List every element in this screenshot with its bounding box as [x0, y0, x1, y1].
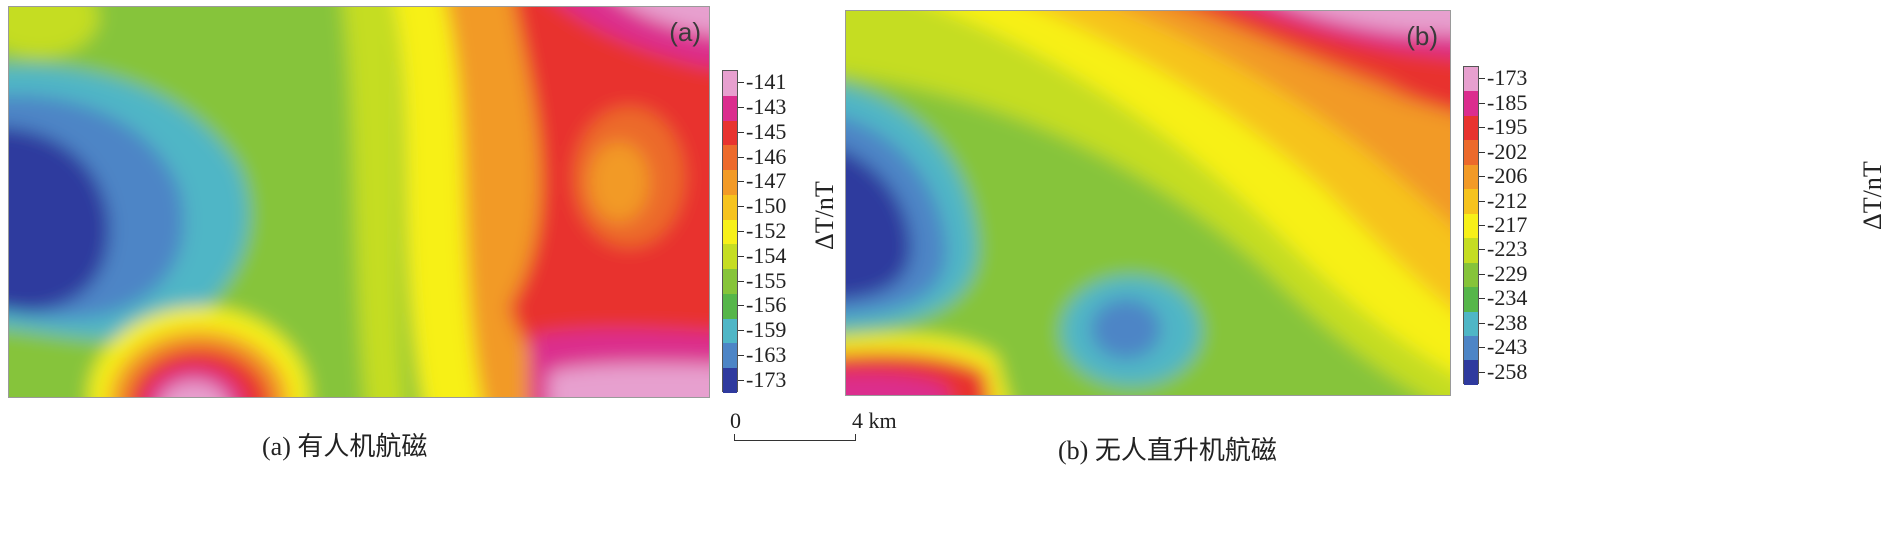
colorbar-tick-label: -156: [746, 292, 787, 318]
colorbar-tick-label: -163: [746, 341, 787, 367]
colorbar-tick-label: -195: [1487, 114, 1528, 140]
colorbar-swatch: [1464, 311, 1478, 336]
colorbar-tick-label: -145: [746, 118, 787, 144]
colorbar-swatch: [1464, 238, 1478, 263]
colorbar-title-b: ΔT/nT: [1858, 161, 1887, 230]
caption-b: (b) 无人直升机航磁: [1058, 436, 1277, 465]
colorbar-swatch: [723, 318, 737, 344]
colorbar-swatch: [1464, 287, 1478, 312]
colorbar-swatch: [723, 120, 737, 146]
colorbar-tick-label: -238: [1487, 309, 1528, 335]
anomaly-map-a: (a): [8, 6, 710, 398]
colorbar-tick-mark: [738, 255, 744, 257]
heatmap-a: [9, 7, 709, 397]
colorbar-swatch: [723, 293, 737, 319]
colorbar-tick-mark: [738, 330, 744, 332]
colorbar-tick-mark: [1479, 200, 1485, 202]
colorbar-swatch: [1464, 189, 1478, 214]
colorbar-tick-mark: [1479, 249, 1485, 251]
scale-start-label: 0: [730, 408, 741, 433]
colorbar-tick-label: -202: [1487, 138, 1528, 164]
colorbar-tick-mark: [738, 107, 744, 109]
colorbar-tick-label: -234: [1487, 285, 1528, 311]
scale-tick-left: [734, 434, 735, 441]
colorbar-swatch: [723, 343, 737, 369]
colorbar-tick-mark: [738, 354, 744, 356]
colorbar-tick-label: -217: [1487, 212, 1528, 237]
colorbar-tick-label: -206: [1487, 163, 1528, 189]
colorbar-tick-label: -185: [1487, 89, 1528, 115]
colorbar-title-a: ΔT/nT: [810, 181, 839, 250]
colorbar-tick-mark: [1479, 371, 1485, 373]
colorbar-tick-mark: [1479, 298, 1485, 300]
colorbar-tick-label: -147: [746, 168, 787, 194]
colorbar-tick-mark: [1479, 273, 1485, 275]
colorbar-swatch: [1464, 140, 1478, 165]
colorbar-tick-label: -143: [746, 94, 787, 120]
scale-tick-right: [855, 434, 856, 441]
colorbar-swatch: [1464, 262, 1478, 288]
colorbar-tick-mark: [1479, 225, 1485, 226]
colorbar-tick-mark: [738, 305, 744, 307]
colorbar-swatch: [723, 145, 737, 171]
colorbar-tick-label: -146: [746, 143, 787, 169]
colorbar-tick-label: -229: [1487, 260, 1528, 286]
colorbar-swatch: [1464, 335, 1478, 361]
scale-line: [734, 440, 856, 441]
colorbar-tick-label: -212: [1487, 187, 1528, 213]
colorbar-tick-label: -150: [746, 193, 787, 219]
scale-bar: 0 4 km: [730, 408, 914, 448]
colorbar-tick-mark: [1479, 347, 1485, 349]
panel-label-a: (a): [669, 17, 701, 47]
colorbar-tick-label: -173: [746, 366, 787, 392]
colorbar-tick-mark: [738, 156, 744, 158]
colorbar-swatch: [1464, 67, 1478, 92]
colorbar-swatch: [1464, 360, 1478, 385]
colorbar-tick-label: -152: [746, 218, 787, 243]
colorbar-tick-label: -159: [746, 317, 787, 343]
colorbar-tick-label: -155: [746, 267, 787, 293]
colorbar-tick-mark: [1479, 176, 1485, 178]
colorbar-tick-mark: [1479, 102, 1485, 104]
colorbar-swatch: [1464, 164, 1478, 190]
scale-end-label: 4 km: [852, 408, 897, 433]
colorbar-tick-mark: [1479, 127, 1485, 129]
colorbar-tick-mark: [738, 231, 744, 232]
colorbar-tick-label: -154: [746, 242, 787, 268]
colorbar-tick-mark: [738, 82, 744, 84]
colorbar-swatch: [1464, 91, 1478, 116]
heatmap-b: [846, 11, 1450, 395]
colorbar-tick-label: -223: [1487, 236, 1528, 262]
colorbar-tick-mark: [738, 379, 744, 381]
colorbar-swatch: [723, 368, 737, 393]
colorbar-a: [722, 70, 738, 393]
colorbar-tick-mark: [738, 280, 744, 282]
colorbar-b: [1463, 66, 1479, 385]
colorbar-swatch: [723, 244, 737, 270]
caption-a: (a) 有人机航磁: [262, 432, 428, 461]
colorbar-tick-label: -141: [746, 69, 787, 95]
colorbar-tick-mark: [738, 131, 744, 133]
colorbar-tick-label: -173: [1487, 65, 1528, 91]
colorbar-tick-mark: [1479, 322, 1485, 324]
anomaly-map-b: (b): [845, 10, 1451, 396]
colorbar-swatch: [723, 170, 737, 195]
colorbar-tick-mark: [1479, 151, 1485, 153]
colorbar-swatch: [723, 194, 737, 220]
colorbar-tick-mark: [738, 206, 744, 208]
colorbar-swatch: [723, 219, 737, 245]
colorbar-swatch: [723, 71, 737, 96]
colorbar-tick-mark: [1479, 78, 1485, 80]
colorbar-swatch: [1464, 213, 1478, 239]
colorbar-swatch: [723, 95, 737, 121]
panel-label-b: (b): [1406, 21, 1438, 51]
colorbar-tick-label: -243: [1487, 334, 1528, 360]
colorbar-tick-mark: [738, 181, 744, 183]
colorbar-swatch: [1464, 115, 1478, 141]
colorbar-swatch: [723, 269, 737, 294]
colorbar-tick-label: -258: [1487, 358, 1528, 384]
